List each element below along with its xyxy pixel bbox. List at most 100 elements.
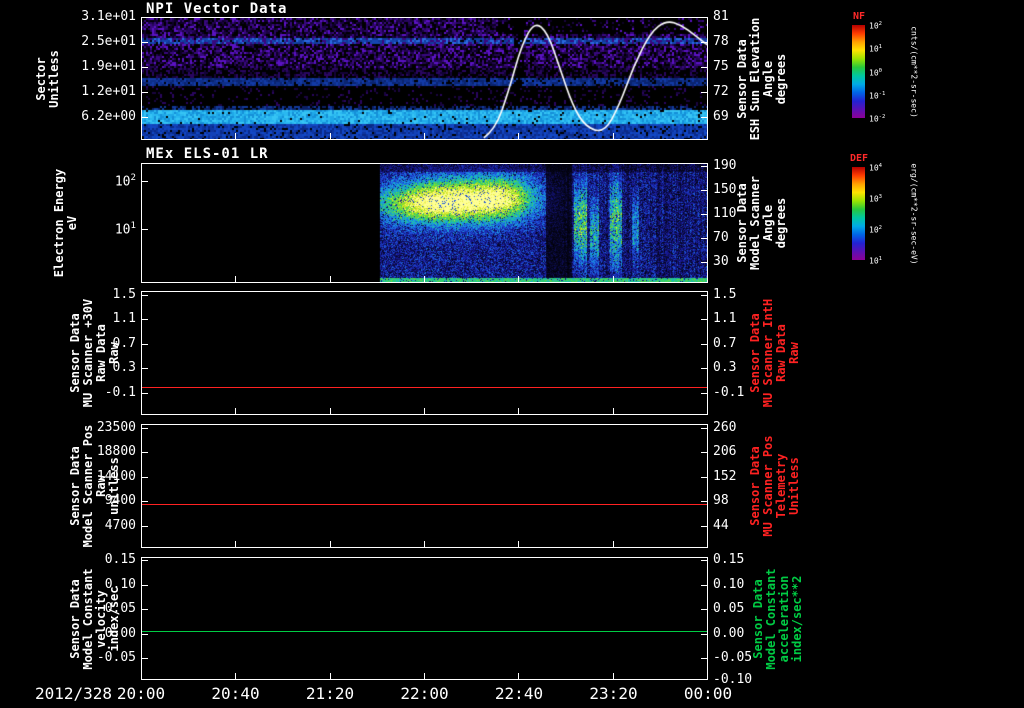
tick-mark [701,190,707,191]
right-y-tick-label: 0.15 [713,552,745,568]
tick-mark [141,541,142,547]
colorbar-def-title: DEF [849,153,869,164]
right-y-tick-label: 30 [713,254,729,269]
tick-mark [235,673,237,679]
tick-mark [701,427,707,429]
npi-spectrogram-canvas [142,18,707,139]
x-tick-label: 00:00 [683,684,733,703]
tick-mark [142,525,148,527]
els-spectrogram-canvas [142,164,707,282]
right-y-tick-label: 0.05 [713,601,745,617]
colorbar-tick-label: 102 [869,21,883,31]
y-tick-label: 1.5 [112,286,136,302]
tick-mark [142,413,148,415]
tick-mark [142,41,148,43]
tick-mark [142,116,148,118]
npi-spectrogram-panel [141,17,708,140]
tick-mark [235,276,237,282]
tick-mark [701,262,707,263]
constant-line [142,386,707,388]
y-tick-label: 4700 [104,517,136,533]
tick-mark [142,633,148,635]
right-y-tick-label: 0.7 [713,335,737,351]
right-y-tick-label: 110 [713,206,737,221]
y-tick-label: 0.3 [112,360,136,376]
x-tick-label: 22:00 [400,684,449,703]
tick-mark [142,609,148,611]
tick-mark [142,92,148,94]
tick-mark [142,138,148,140]
axis-label-line: degrees [774,53,788,104]
y-tick-label: 9400 [104,493,136,509]
tick-mark [701,41,707,43]
colorbar-tick-label: 101 [869,44,883,54]
tick-mark [701,238,707,239]
panel-1-right-axis-label: Sensor Data ESH Sun Elevation Angle degrees [735,17,788,140]
tick-mark [424,541,425,547]
tick-mark [612,673,614,679]
y-tick-label: 101 [114,221,136,238]
colorbar-tick-label: 100 [869,67,883,78]
axis-label-line: Unitless [787,457,801,515]
tick-mark [707,408,708,414]
tick-mark [701,584,707,586]
panel-5-left-axis-label: Sensor Data Model Constant velocity index/s… [68,568,121,669]
tick-mark [235,408,237,414]
tick-mark [701,560,707,562]
axis-label-line: unitless [107,457,121,515]
y-tick-label: -0.1 [104,384,136,400]
colorbar-def-unit: erg/(cm**2-sr-sec-eV) [909,162,919,265]
tick-mark [142,343,148,345]
tick-mark [701,92,707,94]
tick-mark [707,541,708,547]
right-y-tick-label: 152 [713,468,737,484]
mu-scanner-30v-panel [141,291,708,415]
tick-mark [142,501,148,503]
tick-mark [329,133,331,139]
right-y-tick-label: 1.1 [713,311,737,327]
colorbar-tick-label: 103 [869,194,883,204]
right-y-tick-label: 81 [713,9,729,24]
tick-mark [142,17,148,18]
tick-mark [142,319,148,321]
tick-mark [701,116,707,118]
tick-mark [518,541,520,547]
tick-mark [142,476,148,478]
axis-label-line: Unitless [47,49,61,108]
tick-mark [518,276,520,282]
tick-mark [142,546,148,548]
panel-5-right-axis-label: Sensor Data Model Constant acceleration ind… [751,568,804,669]
colorbar-tick-label: 10-2 [869,114,886,124]
right-y-tick-label: 260 [713,419,737,435]
tick-mark [701,476,707,478]
tick-mark [701,525,707,527]
y-tick-label: 1.2e+01 [81,84,136,100]
model-scanner-pos-panel [141,424,708,548]
tick-mark [701,678,707,680]
axis-label-line: Raw [107,342,121,364]
tick-mark [424,408,425,414]
y-tick-label: 1.9e+01 [81,58,136,74]
right-y-tick-label: 190 [713,158,737,173]
tick-mark [707,673,708,679]
tick-mark [141,133,142,139]
colorbar-tick-label: 104 [869,163,883,173]
tick-mark [235,133,237,139]
y-tick-label: 18800 [96,444,136,460]
y-tick-label: 2.5e+01 [81,33,136,49]
y-tick-label: 1.1 [112,311,136,327]
right-y-tick-label: 150 [713,182,737,197]
tick-mark [701,609,707,611]
tick-mark [701,658,707,660]
tick-mark [707,276,708,282]
panel-npi-title: NPI Vector Data [146,1,288,17]
tick-mark [701,633,707,635]
tick-mark [612,133,614,139]
axis-label-line: eV [65,215,79,231]
x-tick-label: 23:20 [589,684,638,703]
right-y-tick-label: 0.00 [713,625,745,641]
right-y-tick-label: 1.5 [713,286,737,302]
right-y-tick-label: -0.1 [713,384,745,400]
tick-mark [235,541,237,547]
tick-mark [612,276,614,282]
